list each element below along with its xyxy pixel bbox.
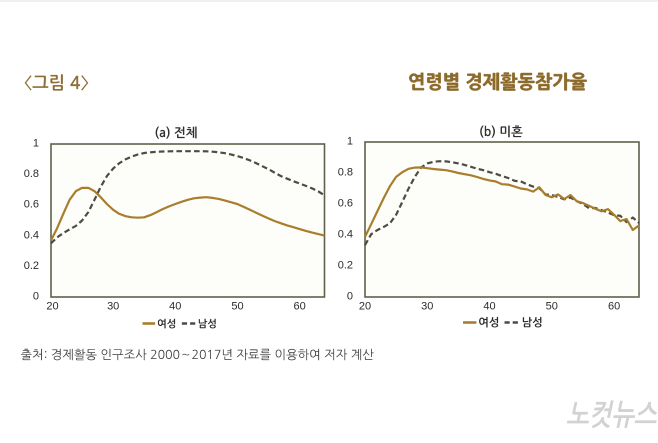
svg-text:50: 50 [231,301,243,313]
svg-text:0.4: 0.4 [24,229,39,241]
svg-text:0.4: 0.4 [338,229,353,241]
svg-text:0.6: 0.6 [338,198,353,210]
svg-text:1: 1 [33,138,39,150]
svg-text:0: 0 [347,291,353,303]
svg-text:60: 60 [608,301,620,313]
svg-text:20: 20 [46,301,58,313]
svg-text:0.8: 0.8 [338,167,353,179]
svg-text:0: 0 [33,291,39,303]
svg-text:40: 40 [169,301,181,313]
svg-text:30: 30 [107,301,119,313]
svg-text:1: 1 [347,136,353,148]
svg-text:0.2: 0.2 [338,260,353,272]
svg-text:0.2: 0.2 [24,260,39,272]
svg-text:30: 30 [421,301,433,313]
svg-text:20: 20 [359,301,371,313]
svg-text:60: 60 [293,301,305,313]
svg-text:0.6: 0.6 [24,199,39,211]
svg-text:40: 40 [483,301,495,313]
svg-text:0.8: 0.8 [24,168,39,180]
svg-text:50: 50 [546,301,558,313]
